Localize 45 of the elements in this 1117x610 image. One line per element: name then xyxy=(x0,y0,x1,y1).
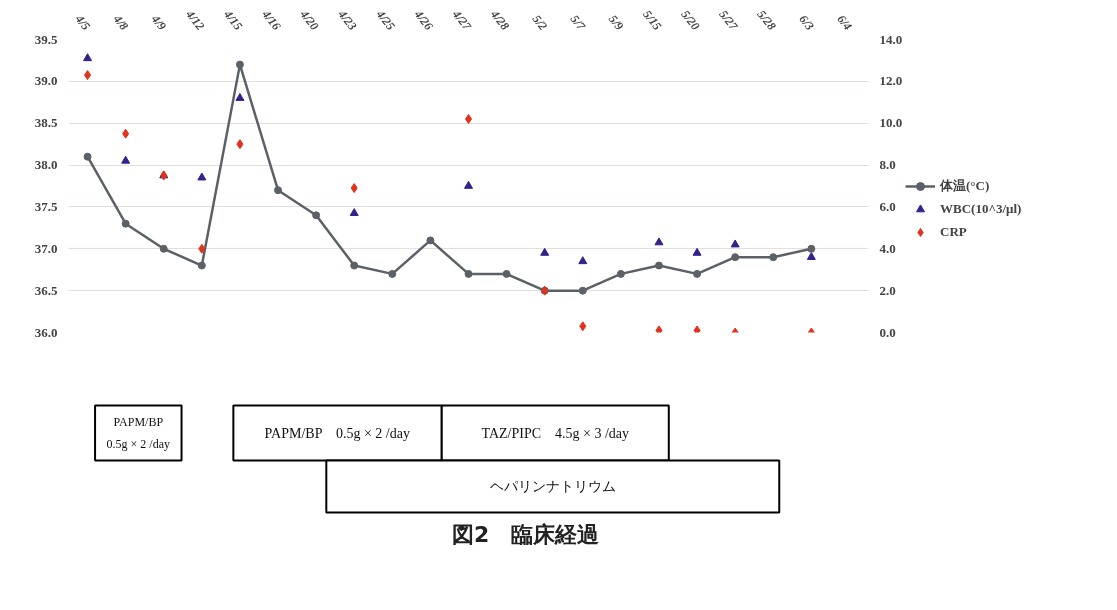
x-tick-label: 6/3 xyxy=(796,12,817,33)
x-tick-label: 5/20 xyxy=(678,7,703,33)
legend-label: 体温(°C) xyxy=(940,176,990,195)
y-tick-label: 39.0 xyxy=(34,73,58,89)
x-tick-label: 5/27 xyxy=(716,7,742,34)
x-tick-label: 5/9 xyxy=(605,12,627,33)
legend-label: WBC(10^3/μl) xyxy=(940,200,1022,217)
x-tick-label: 4/23 xyxy=(334,6,360,33)
text: PAPM/BP 0.5g × 2 /day xyxy=(106,414,171,452)
x-tick-label: 4/9 xyxy=(148,11,170,33)
y-tick-label: 37.0 xyxy=(34,240,58,256)
text: 図2 臨床経過 xyxy=(451,522,600,547)
y2-tick-label: 4.0 xyxy=(879,240,896,256)
y2-tick-label: 10.0 xyxy=(879,115,903,131)
y-tick-label: 38.5 xyxy=(34,115,58,131)
text: TAZ/PIPC 4.5g × 3 /day xyxy=(481,425,630,441)
text: ヘパリンナトリウム xyxy=(489,479,616,494)
x-tick-label: 5/28 xyxy=(754,7,779,33)
x-tick-label: 4/25 xyxy=(372,6,398,33)
text: PAPM/BP 0.5g × 2 /day xyxy=(264,425,410,441)
y-tick-label: 36.0 xyxy=(34,324,58,340)
x-tick-label: 4/20 xyxy=(296,6,322,33)
x-tick-label: 4/26 xyxy=(411,6,436,33)
x-tick-label: 6/4 xyxy=(834,12,855,33)
x-tick-label: 4/16 xyxy=(258,6,284,33)
y2-tick-label: 12.0 xyxy=(879,73,903,89)
x-tick-label: 4/5 xyxy=(71,11,94,33)
x-tick-label: 4/8 xyxy=(110,11,132,33)
legend-label: CRP xyxy=(940,223,967,240)
y-tick-label: 39.5 xyxy=(34,31,58,47)
x-tick-label: 4/27 xyxy=(449,6,475,34)
y-tick-label: 38.0 xyxy=(34,157,58,173)
x-tick-label: 5/7 xyxy=(567,12,589,34)
x-tick-label: 5/15 xyxy=(640,7,665,33)
y2-tick-label: 6.0 xyxy=(879,198,896,214)
x-tick-label: 4/12 xyxy=(182,6,208,33)
x-tick-label: 4/28 xyxy=(487,6,513,33)
y2-tick-label: 0.0 xyxy=(879,324,896,340)
y2-tick-label: 8.0 xyxy=(879,157,896,173)
x-tick-label: 5/2 xyxy=(529,12,551,33)
y2-tick-label: 14.0 xyxy=(879,31,903,47)
y-tick-label: 37.5 xyxy=(34,198,58,214)
y-tick-label: 36.5 xyxy=(34,282,58,298)
y2-tick-label: 2.0 xyxy=(879,282,896,298)
x-tick-label: 4/15 xyxy=(220,6,246,33)
